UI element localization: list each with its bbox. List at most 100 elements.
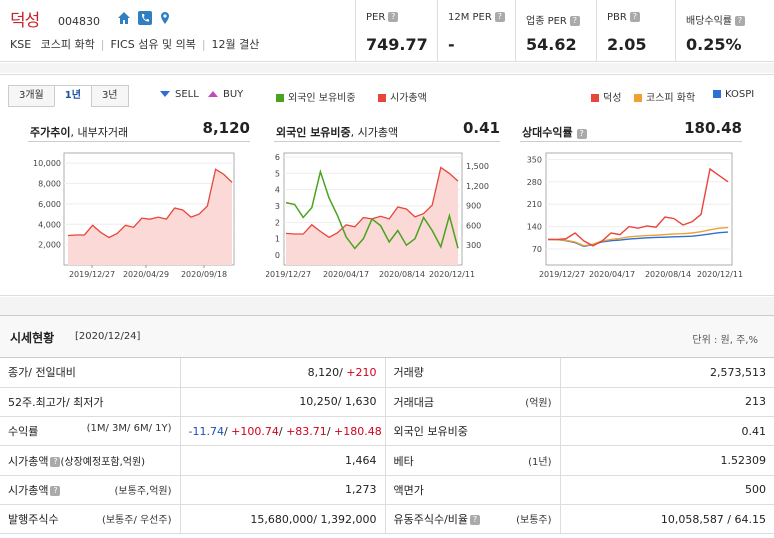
row-label: 52주.최고가/ 최저가 xyxy=(0,387,181,418)
row-value: 213 xyxy=(560,387,774,418)
table-row: 시가총액? (상장예정포함,억원) 1,464 베타 (1년) 1.52309 xyxy=(0,445,774,476)
x-tick-label: 2020/08/14 xyxy=(645,270,691,279)
y-tick-label-right: 900 xyxy=(466,202,481,211)
help-icon[interactable]: ? xyxy=(50,456,61,467)
row-label: 거래량 xyxy=(385,358,561,388)
row-label: 시가총액? (보통주,억원) xyxy=(0,475,181,505)
x-tick-label: 2020/04/17 xyxy=(589,270,635,279)
row-label: 유동주식수/비율? (보통주) xyxy=(385,504,561,535)
y-tick-label-right: 600 xyxy=(466,221,481,230)
legend-buy[interactable]: BUY xyxy=(208,89,243,100)
y-tick-label: 4 xyxy=(275,186,280,195)
panel-title: 주가추이 xyxy=(30,126,71,139)
y-tick-label-right: 1,200 xyxy=(466,182,489,191)
metric-industry-per: 업종 PER? 54.62 xyxy=(515,0,597,62)
row-label: 시가총액? (상장예정포함,억원) xyxy=(0,445,181,476)
legend-foreign[interactable]: 외국인 보유비중 xyxy=(276,89,356,104)
panel-title: 상대수익률 xyxy=(522,126,573,139)
price-chart: 10,000 8,000 6,000 4,000 2,000 2019/12/27 2020… xyxy=(33,152,235,279)
row-label: 액면가 xyxy=(385,475,561,505)
help-icon[interactable]: ? xyxy=(576,129,587,139)
foreign-ratio: 0.41 xyxy=(462,119,500,137)
row-label: 거래대금 (억원) xyxy=(385,387,561,418)
row-label: 베타 (1년) xyxy=(385,445,561,476)
row-value: 10,058,587 / 64.15 xyxy=(560,504,774,535)
legend-sell[interactable]: SELL xyxy=(160,89,199,100)
foreign-chart: 6 5 4 3 2 1 0 1,500 1,200 900 600 300 2019/12/27 2020… xyxy=(266,152,489,279)
x-tick-label: 2020/04/17 xyxy=(323,270,369,279)
sector-label: 코스피 화학 xyxy=(40,38,95,51)
home-icon[interactable] xyxy=(117,11,131,25)
row-value: 10,250/ 1,630 xyxy=(180,387,386,418)
phone-icon[interactable] xyxy=(138,11,152,25)
x-tick-label: 2019/12/27 xyxy=(539,270,585,279)
row-value: 15,680,000/ 1,392,000 xyxy=(180,504,386,535)
help-icon[interactable]: ? xyxy=(494,12,505,22)
y-tick-label: 10,000 xyxy=(33,159,61,168)
help-icon[interactable]: ? xyxy=(735,16,745,26)
location-icon[interactable] xyxy=(158,11,172,25)
y-tick-label-right: 1,500 xyxy=(466,162,489,171)
row-label: 수익률 (1M/ 3M/ 6M/ 1Y) xyxy=(0,416,181,447)
legend-stock[interactable]: 덕성 xyxy=(591,89,621,104)
y-tick-label: 350 xyxy=(527,155,542,164)
quote-date: [2020/12/24] xyxy=(75,331,141,342)
row-value: 500 xyxy=(560,475,774,505)
metric-pbr: PBR? 2.05 xyxy=(596,0,674,62)
panel-title: 외국인 보유비중 xyxy=(276,126,351,139)
y-tick-label: 3 xyxy=(275,202,280,211)
y-tick-label: 5 xyxy=(275,169,280,178)
y-tick-label: 70 xyxy=(532,245,542,254)
foreign-line xyxy=(285,168,459,250)
row-value: 1,273 xyxy=(180,475,386,505)
company-code: 004830 xyxy=(58,15,100,28)
market-label: KSE xyxy=(10,38,32,51)
y-tick-label: 140 xyxy=(527,223,542,232)
metric-dividend-yield: 배당수익률? 0.25% xyxy=(675,0,774,62)
row-value: 2,573,513 xyxy=(560,358,774,388)
company-name: 덕성 xyxy=(10,11,40,31)
y-tick-label: 1 xyxy=(275,235,280,244)
x-tick-label: 2020/04/29 xyxy=(123,270,169,279)
period-tabs: 3개월 1년 3년 xyxy=(8,85,129,107)
area-fill xyxy=(286,167,458,265)
help-icon[interactable]: ? xyxy=(629,12,640,22)
relative-return-value: 180.48 xyxy=(684,119,742,137)
help-icon[interactable]: ? xyxy=(50,485,61,496)
current-price: 8,120 xyxy=(202,119,250,137)
y-tick-label: 6,000 xyxy=(38,200,61,209)
y-tick-label: 4,000 xyxy=(38,220,61,229)
legend-kospi[interactable]: KOSPI xyxy=(713,89,754,100)
table-row: 52주.최고가/ 최저가 10,250/ 1,630 거래대금 (억원) 213 xyxy=(0,387,774,418)
industry-line xyxy=(547,226,729,247)
tab-3y[interactable]: 3년 xyxy=(90,85,129,107)
help-icon[interactable]: ? xyxy=(569,16,580,26)
row-label: 외국인 보유비중 xyxy=(385,416,561,447)
x-tick-label: 2019/12/27 xyxy=(266,270,311,279)
fics-label: FICS 섬유 및 의복 xyxy=(110,38,196,51)
help-icon[interactable]: ? xyxy=(388,12,399,22)
stock-line xyxy=(548,167,729,247)
price-chart-panel: 주가추이, 내부자거래 8,120 10,000 8,000 6,000 4,000 2… xyxy=(20,119,256,285)
table-row: 발행주식수 (보통주/ 우선주) 15,680,000/ 1,392,000 유동주식… xyxy=(0,504,774,535)
metric-per: PER? 749.77 xyxy=(355,0,439,62)
market-info: KSE 코스피 화학 | FICS 섬유 및 의복 | 12월 결산 xyxy=(10,38,260,51)
legend-industry[interactable]: 코스피 화학 xyxy=(634,89,695,104)
x-tick-label: 2020/12/11 xyxy=(697,270,743,279)
quote-title: 시세현황 xyxy=(10,331,55,345)
quote-table: 종가/ 전일대비 8,120/ +210 거래량 2,573,513 52주.최고가/ … xyxy=(0,358,774,535)
help-icon[interactable]: ? xyxy=(470,515,481,526)
quote-section: 시세현황 [2020/12/24] 단위 : 원, 주,% 종가/ 전일대비 8,… xyxy=(0,315,774,535)
fiscal-label: 12월 결산 xyxy=(211,38,260,51)
foreign-chart-panel: 외국인 보유비중, 시가총액 0.41 6 5 4 3 2 1 0 1,500 1,200 900… xyxy=(266,119,506,285)
legend-mcap[interactable]: 시가총액 xyxy=(378,89,427,104)
y-tick-label: 2,000 xyxy=(38,241,61,250)
row-label: 발행주식수 (보통주/ 우선주) xyxy=(0,504,181,535)
metric-12m-per: 12M PER? - xyxy=(437,0,513,62)
row-value: 0.41 xyxy=(560,416,774,447)
tab-3m[interactable]: 3개월 xyxy=(8,85,55,107)
y-tick-label: 0 xyxy=(275,251,280,260)
tab-1y[interactable]: 1년 xyxy=(53,85,92,107)
row-label: 종가/ 전일대비 xyxy=(0,358,181,388)
y-tick-label: 210 xyxy=(527,200,542,209)
